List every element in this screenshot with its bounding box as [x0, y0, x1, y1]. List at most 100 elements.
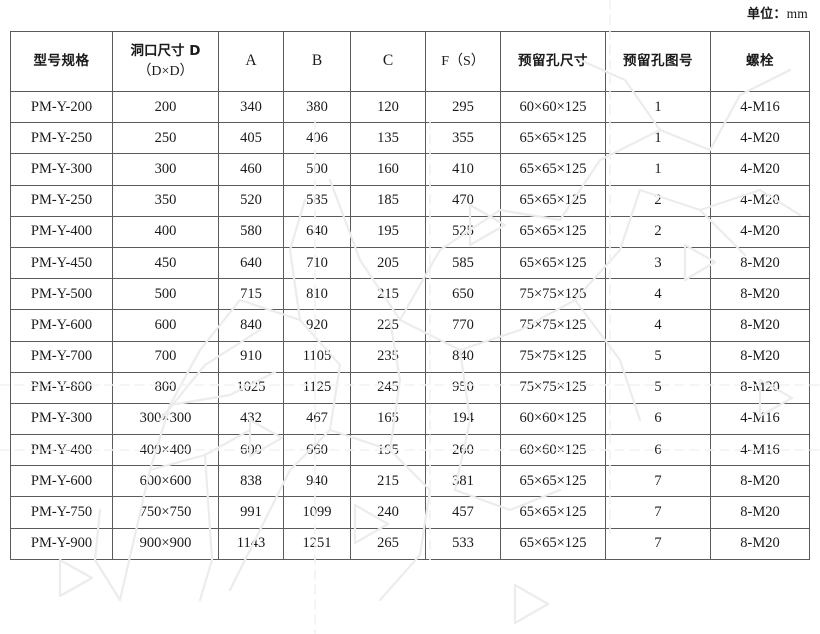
table-cell-r14-c6: 65×65×125: [500, 527, 606, 560]
specification-table-container: 型号规格 洞口尺寸 D （D×D） A B C F（S） 预留孔尺寸 预留孔图号 螺栓 PM-Y-…: [10, 31, 810, 560]
table-header-cell-1-line1: 洞口尺寸 D: [130, 42, 201, 59]
table-header-cell-0-label: 型号规格: [33, 52, 90, 69]
table-row: PM-Y-300 300 460 500 160 410 65×65×125 1 4-M20: [10, 153, 810, 186]
table-cell-r9-c0: PM-Y-800: [10, 371, 113, 404]
table-cell-r2-c3: 500: [283, 153, 351, 186]
table-cell-r12-c2: 838: [218, 465, 284, 498]
table-cell-r13-c8: 8-M20: [710, 496, 810, 529]
unit-label-value: mm: [786, 6, 808, 21]
table-cell-r7-c7: 4: [605, 309, 711, 342]
table-cell-r11-c6: 60×60×125: [500, 434, 606, 467]
table-cell-r8-c0: PM-Y-700: [10, 340, 113, 373]
table-cell-r3-c6: 65×65×125: [500, 184, 606, 217]
table-cell-r10-c3: 467: [283, 402, 351, 436]
table-cell-r3-c2: 520: [218, 184, 284, 217]
table-cell-r2-c2: 460: [218, 153, 284, 186]
table-cell-r7-c1: 600: [112, 309, 219, 342]
table-cell-r8-c4: 235: [350, 340, 426, 373]
table-cell-r8-c7: 5: [605, 340, 711, 373]
table-row: PM-Y-250 350 520 585 185 470 65×65×125 2 4-M20: [10, 184, 810, 217]
table-cell-r2-c1: 300: [112, 153, 219, 186]
table-cell-r10-c0: PM-Y-300: [10, 402, 113, 436]
table-cell-r12-c4: 215: [350, 465, 426, 498]
table-cell-r11-c2: 600: [218, 434, 284, 467]
table-row: PM-Y-250 250 405 406 135 355 65×65×125 1 4-M20: [10, 122, 810, 155]
table-cell-r11-c1: 400×400: [112, 434, 219, 467]
table-cell-r4-c3: 640: [283, 215, 351, 248]
table-cell-r6-c6: 75×75×125: [500, 278, 606, 311]
table-cell-r4-c8: 4-M20: [710, 215, 810, 248]
table-cell-r6-c8: 8-M20: [710, 278, 810, 311]
table-cell-r11-c0: PM-Y-400: [10, 434, 113, 467]
table-cell-r1-c2: 405: [218, 122, 284, 155]
table-cell-r14-c3: 1251: [283, 527, 351, 560]
table-cell-r14-c8: 8-M20: [710, 527, 810, 560]
table-cell-r7-c5: 770: [425, 309, 501, 342]
table-row: PM-Y-200 200 340 380 120 295 60×60×125 1 4-M16: [10, 90, 810, 124]
table-cell-r1-c7: 1: [605, 122, 711, 155]
table-cell-r3-c3: 585: [283, 184, 351, 217]
table-row: PM-Y-600 600×600 838 940 215 381 65×65×125 7 8-M…: [10, 465, 810, 498]
table-header-cell-7: 预留孔图号: [605, 31, 711, 92]
table-cell-r12-c1: 600×600: [112, 465, 219, 498]
table-cell-r7-c4: 225: [350, 309, 426, 342]
specification-table: 型号规格 洞口尺寸 D （D×D） A B C F（S） 预留孔尺寸 预留孔图号 螺栓 PM-Y-…: [10, 31, 810, 560]
table-cell-r6-c1: 500: [112, 278, 219, 311]
table-cell-r9-c6: 75×75×125: [500, 371, 606, 404]
table-cell-r6-c4: 215: [350, 278, 426, 311]
table-row: PM-Y-400 400×400 600 660 195 260 60×60×125 6 4-M…: [10, 434, 810, 467]
table-header-cell-5: F（S）: [425, 31, 501, 92]
table-header-cell-1: 洞口尺寸 D （D×D）: [112, 31, 219, 92]
table-cell-r10-c8: 4-M16: [710, 402, 810, 436]
table-cell-r3-c1: 350: [112, 184, 219, 217]
table-cell-r8-c5: 840: [425, 340, 501, 373]
unit-label-prefix: 单位：: [746, 7, 787, 22]
table-row: PM-Y-750 750×750 991 1099 240 457 65×65×125 7 8-…: [10, 496, 810, 529]
table-header-cell-4-label: C: [382, 52, 394, 70]
table-cell-r7-c2: 840: [218, 309, 284, 342]
table-cell-r0-c5: 295: [425, 90, 501, 124]
table-cell-r2-c8: 4-M20: [710, 153, 810, 186]
table-cell-r14-c7: 7: [605, 527, 711, 560]
table-cell-r12-c5: 381: [425, 465, 501, 498]
table-cell-r0-c8: 4-M16: [710, 90, 810, 124]
table-cell-r8-c6: 75×75×125: [500, 340, 606, 373]
table-cell-r8-c8: 8-M20: [710, 340, 810, 373]
table-row: PM-Y-300 300×300 432 467 165 194 60×60×125 6 4-M…: [10, 402, 810, 436]
table-cell-r2-c5: 410: [425, 153, 501, 186]
table-cell-r7-c6: 75×75×125: [500, 309, 606, 342]
table-cell-r0-c7: 1: [605, 90, 711, 124]
table-header-cell-8: 螺栓: [710, 31, 810, 92]
table-cell-r8-c2: 910: [218, 340, 284, 373]
table-header-cell-0: 型号规格: [10, 31, 113, 92]
table-cell-r9-c3: 1125: [283, 371, 351, 404]
table-cell-r4-c6: 65×65×125: [500, 215, 606, 248]
table-cell-r5-c8: 8-M20: [710, 246, 810, 280]
table-cell-r5-c2: 640: [218, 246, 284, 280]
table-cell-r1-c4: 135: [350, 122, 426, 155]
table-cell-r13-c4: 240: [350, 496, 426, 529]
table-cell-r14-c5: 533: [425, 527, 501, 560]
table-cell-r0-c3: 380: [283, 90, 351, 124]
table-header-cell-2-label: A: [245, 52, 257, 70]
table-row: PM-Y-800 800 1025 1125 245 950 75×75×125 5 8-M20: [10, 371, 810, 404]
table-row: PM-Y-400 400 580 640 195 525 65×65×125 2 4-M20: [10, 215, 810, 248]
table-row: PM-Y-500 500 715 810 215 650 75×75×125 4 8-M20: [10, 278, 810, 311]
table-cell-r8-c1: 700: [112, 340, 219, 373]
table-cell-r3-c5: 470: [425, 184, 501, 217]
table-cell-r5-c7: 3: [605, 246, 711, 280]
table-cell-r12-c0: PM-Y-600: [10, 465, 113, 498]
table-header-cell-4: C: [350, 31, 426, 92]
table-cell-r13-c2: 991: [218, 496, 284, 529]
table-body: PM-Y-200 200 340 380 120 295 60×60×125 1 4-M16 PM…: [10, 90, 810, 560]
table-row: PM-Y-450 450 640 710 205 585 65×65×125 3 8-M20: [10, 246, 810, 280]
table-cell-r10-c4: 165: [350, 402, 426, 436]
table-cell-r7-c0: PM-Y-600: [10, 309, 113, 342]
table-cell-r6-c3: 810: [283, 278, 351, 311]
table-cell-r5-c6: 65×65×125: [500, 246, 606, 280]
table-header-cell-6-label: 预留孔尺寸: [518, 52, 588, 69]
table-cell-r1-c1: 250: [112, 122, 219, 155]
table-cell-r9-c7: 5: [605, 371, 711, 404]
table-cell-r11-c7: 6: [605, 434, 711, 467]
table-cell-r13-c6: 65×65×125: [500, 496, 606, 529]
